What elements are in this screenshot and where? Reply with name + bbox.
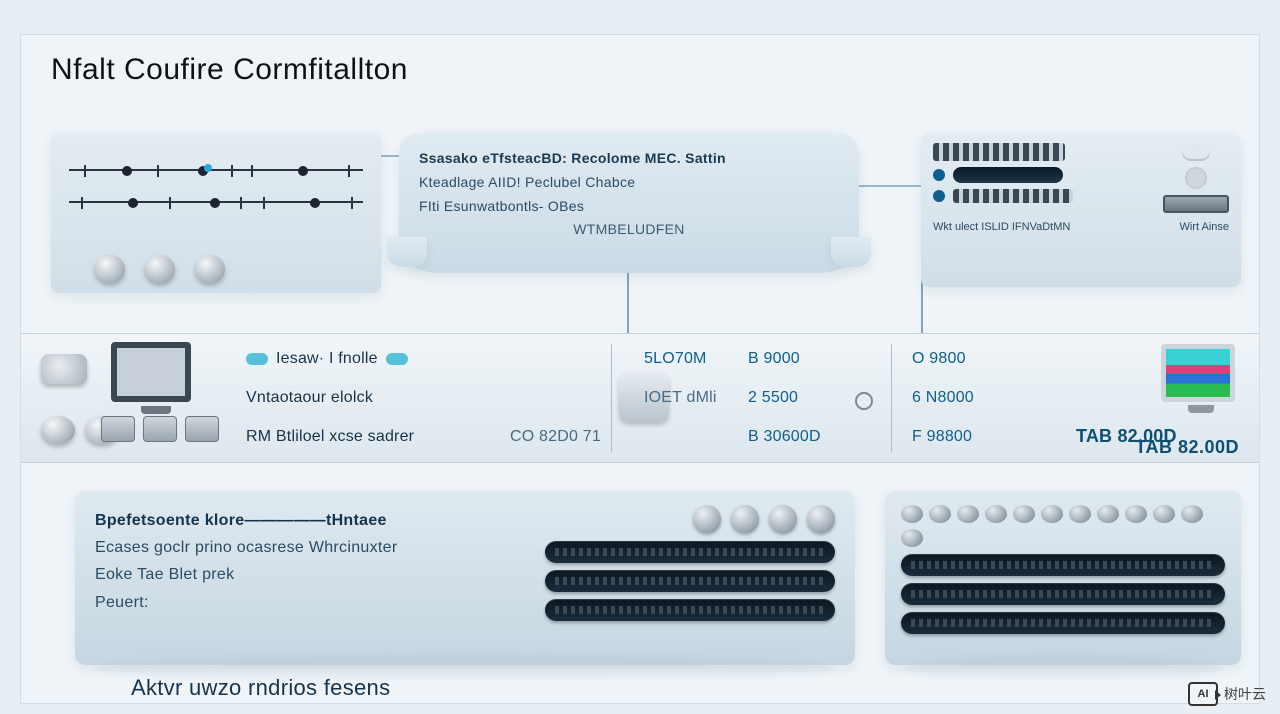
orb-icon: [769, 505, 797, 533]
rack-column: [545, 505, 835, 628]
module-icon: [1163, 195, 1229, 213]
data-strip: Iesaw· I fnolle 5LO70M B 9000 O 9800 Vnt…: [21, 333, 1259, 463]
cell: O 9800: [912, 350, 1072, 368]
rack-bar: [545, 541, 835, 563]
info-card: Ssasako eTfsteacBD: Recolome MEC. Sattin…: [399, 133, 859, 273]
slider-card: [51, 133, 381, 293]
summary-card: Bpefetsoente klore—————tHntaee Ecases go…: [75, 491, 855, 665]
info-line: Kteadlage AIID! Peclubel Chabce: [419, 171, 839, 195]
device-cluster-left: [41, 342, 241, 456]
knob-icon[interactable]: [145, 255, 175, 283]
row-label: Iesaw· I fnolle: [246, 350, 506, 368]
orb-icon: [731, 505, 759, 533]
device-footer-left: Wkt ulect ISLID IFNVaDtMN: [933, 221, 1070, 233]
bar-dark: [953, 167, 1063, 183]
row-label: Vntaotaour elolck: [246, 389, 506, 407]
summary-line: Ecases goclr prino ocasrese Whrcinuxter: [95, 534, 535, 561]
info-line: Ssasako eTfsteacBD: Recolome MEC. Sattin: [419, 147, 839, 171]
cloud-icon: [1182, 143, 1210, 161]
dial-icon[interactable]: [41, 416, 75, 444]
watermark-badge: AI: [1188, 682, 1218, 706]
camera-icon: [41, 354, 87, 384]
unit-icon: [185, 416, 219, 442]
rack-bar: [901, 554, 1225, 576]
bar-striped: [953, 189, 1073, 203]
rack-bar: [545, 599, 835, 621]
cell: 5LO70M: [644, 350, 744, 368]
main-panel: Nfalt Coufire Cormfitallton: [20, 34, 1260, 704]
watermark-text: 树叶云: [1224, 684, 1266, 704]
right-total: TAB 82.00D: [1135, 437, 1239, 458]
summary-line: Bpefetsoente klore—————tHntaee: [95, 507, 535, 534]
info-line: FIti Esunwatbontls- OBes: [419, 195, 839, 219]
cell: 2 5500: [748, 389, 908, 407]
monitor-icon: [111, 342, 191, 402]
cell: F 98800: [912, 428, 1072, 446]
connector: [627, 273, 629, 333]
connector: [859, 185, 921, 187]
unit-icon: [143, 416, 177, 442]
footer-text: Aktvr uwzo rndrios fesens: [131, 675, 390, 701]
device-footer-right: Wirt Ainse: [1179, 221, 1229, 233]
knob-icon[interactable]: [195, 255, 225, 283]
summary-line: Eoke Tae Blet prek: [95, 561, 535, 588]
rack-bar: [901, 583, 1225, 605]
device-header: [933, 143, 1065, 161]
connector: [381, 155, 399, 157]
orb-icon: [807, 505, 835, 533]
page-title: Nfalt Coufire Cormfitallton: [51, 53, 408, 87]
row-label: RM Btliloel xcse sadrer: [246, 428, 506, 446]
summary-line: Peuert:: [95, 589, 535, 616]
slider-track-1[interactable]: [69, 169, 363, 171]
orb-icon: [693, 505, 721, 533]
device-card: Wkt ulect ISLID IFNVaDtMN Wirt Ainse: [921, 133, 1241, 287]
watermark: AI 树叶云: [1188, 682, 1266, 706]
rack-bar: [545, 570, 835, 592]
unit-icon: [101, 416, 135, 442]
bead-chain: [901, 505, 1225, 547]
cell: 6 N8000: [912, 389, 1072, 407]
gear-icon[interactable]: [1185, 167, 1207, 189]
cell: IOET dMli: [644, 389, 744, 407]
info-line: WTMBELUDFEN: [419, 218, 839, 242]
cell: CO 82D0 71: [510, 428, 640, 446]
chain-card: [885, 491, 1241, 665]
knob-icon[interactable]: [95, 255, 125, 283]
device-cluster-right: TAB 82.00D: [1064, 340, 1239, 458]
screen-icon: [1161, 344, 1235, 402]
cell: B 9000: [748, 350, 908, 368]
cell: B 30600D: [748, 428, 908, 446]
rack-bar: [901, 612, 1225, 634]
knob-row: [95, 255, 225, 283]
slider-track-2[interactable]: [69, 201, 363, 203]
